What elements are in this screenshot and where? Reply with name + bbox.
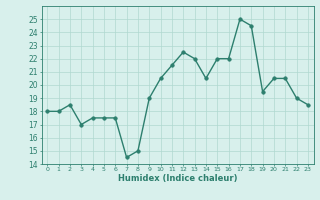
X-axis label: Humidex (Indice chaleur): Humidex (Indice chaleur): [118, 174, 237, 183]
